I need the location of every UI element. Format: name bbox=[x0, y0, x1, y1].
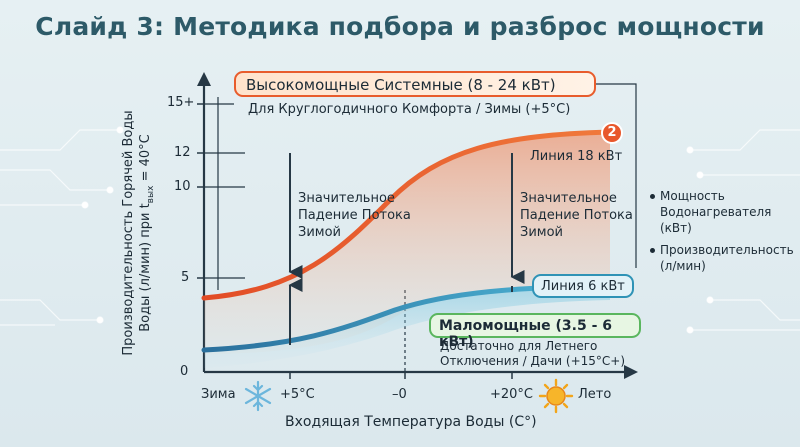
low-power-subtitle-line: Достаточно для Летнего bbox=[440, 339, 598, 353]
y-axis-label: Производительность Горячей Воды Воды (л/… bbox=[120, 110, 160, 355]
x-tick-summer: Лето bbox=[578, 387, 612, 402]
slide-title: Слайд 3: Методика подбора и разброс мощн… bbox=[35, 12, 765, 41]
y-axis-label-line1: Производительность Горячей Воды bbox=[121, 110, 137, 356]
x-tick: –0 bbox=[392, 387, 407, 402]
annotation-line: Значительное bbox=[520, 191, 617, 206]
legend-text: (л/мин) bbox=[660, 259, 706, 273]
y-tick: 5 bbox=[181, 270, 190, 285]
line-18kw-label: Линия 18 кВт bbox=[530, 149, 623, 164]
x-tick-winter: Зима bbox=[201, 387, 236, 402]
flow-drop-annotation-left: Значительное Падение Потока Зимой bbox=[298, 190, 411, 241]
y-axis-label-post: = 40°C bbox=[138, 134, 154, 186]
high-power-subtitle: Для Круглогодичного Комфорта / Зимы (+5°… bbox=[248, 102, 571, 117]
y-axis-label-pre: Воды (л/мин) при t bbox=[138, 203, 154, 332]
sun-icon bbox=[538, 378, 574, 414]
low-power-title-box: Маломощные (3.5 - 6 кВт) bbox=[429, 313, 641, 350]
y-tick: 15+ bbox=[167, 95, 195, 110]
y-tick: 10 bbox=[174, 179, 191, 194]
annotation-line: Зимой bbox=[298, 225, 341, 240]
line-6kw-label: Линия 6 кВт bbox=[541, 279, 625, 294]
legend-text: Производительность bbox=[660, 243, 794, 257]
legend: Мощность Водонагревателя (кВт) Производи… bbox=[650, 188, 794, 274]
annotation-line: Зимой bbox=[520, 225, 563, 240]
x-tick: +20°C bbox=[490, 387, 534, 402]
legend-text: Мощность bbox=[660, 189, 725, 203]
flow-drop-arrows bbox=[288, 153, 525, 345]
legend-text: (кВт) bbox=[660, 221, 692, 235]
curve-6kw bbox=[201, 283, 613, 353]
high-power-band bbox=[204, 132, 610, 355]
y-tick: 12 bbox=[174, 145, 191, 160]
x-tick: +5°C bbox=[280, 387, 315, 402]
snowflake-icon bbox=[244, 380, 272, 412]
high-power-title-box: Высокомощные Системные (8 - 24 кВт) bbox=[234, 71, 596, 97]
legend-text: Водонагревателя bbox=[660, 205, 772, 219]
annotation-line: Падение Потока bbox=[520, 208, 633, 223]
guide-lines bbox=[204, 83, 637, 372]
y-axis-label-sub: вых bbox=[145, 185, 156, 204]
circuit-decoration bbox=[0, 126, 800, 334]
low-power-band bbox=[204, 286, 610, 368]
annotation-line: Значительное bbox=[298, 191, 395, 206]
line-6kw-label-box: Линия 6 кВт bbox=[532, 274, 634, 298]
high-power-title: Высокомощные Системные (8 - 24 кВт) bbox=[246, 76, 556, 94]
x-axis-label: Входящая Температура Воды (C°) bbox=[285, 414, 537, 430]
annotation-line: Падение Потока bbox=[298, 208, 411, 223]
legend-item-flow: Производительность (л/мин) bbox=[650, 242, 794, 274]
badge-number: 2 bbox=[601, 122, 623, 144]
y-tick: 0 bbox=[180, 364, 189, 379]
flow-drop-annotation-right: Значительное Падение Потока Зимой bbox=[520, 190, 633, 241]
low-power-subtitle-line: Отключения / Дачи (+15°C+) bbox=[440, 354, 626, 368]
y-axis-label-line2: Воды (л/мин) при tвых = 40°C bbox=[137, 110, 160, 355]
legend-item-power: Мощность Водонагревателя (кВт) bbox=[650, 188, 794, 236]
low-power-title: Маломощные (3.5 - 6 кВт) bbox=[439, 318, 612, 350]
low-power-subtitle: Достаточно для Летнего Отключения / Дачи… bbox=[440, 339, 625, 369]
curve-18kw bbox=[201, 129, 613, 301]
